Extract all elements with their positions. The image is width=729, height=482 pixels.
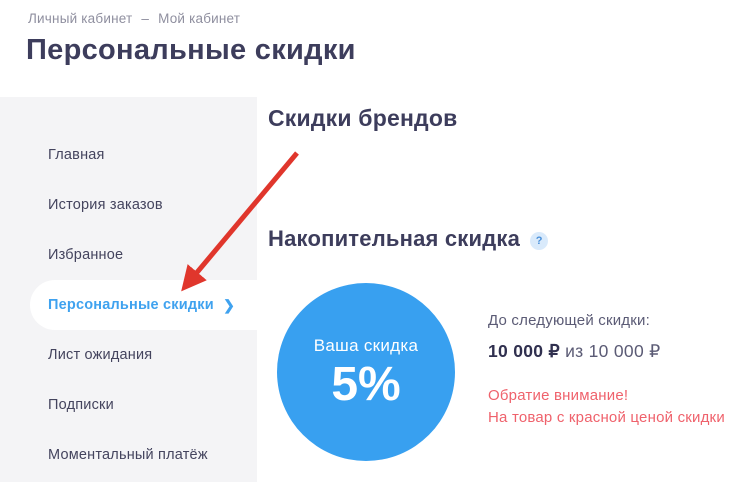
help-icon[interactable]: ? xyxy=(530,231,549,250)
sidebar-item-favorites[interactable]: Избранное xyxy=(0,230,257,280)
discount-badge: Ваша скидка 5% xyxy=(277,283,455,461)
sidebar-item-instant-payment[interactable]: Моментальный платёж xyxy=(0,430,257,480)
sidebar-item-label: Моментальный платёж xyxy=(48,447,208,463)
next-discount-block: До следующей скидки: 10 000 ₽ из 10 000 … xyxy=(488,312,661,362)
sidebar-item-label: Лист ожидания xyxy=(48,347,153,363)
discount-badge-label: Ваша скидка xyxy=(313,335,419,355)
sidebar-item-label: Главная xyxy=(48,147,105,163)
next-discount-amounts: 10 000 ₽ из 10 000 ₽ xyxy=(488,341,661,362)
sidebar: Главная История заказов Избранное Персон… xyxy=(0,97,257,482)
sidebar-item-order-history[interactable]: История заказов xyxy=(0,180,257,230)
sidebar-item-subscriptions[interactable]: Подписки xyxy=(0,380,257,430)
sidebar-item-label: История заказов xyxy=(48,197,163,213)
sidebar-item-personal-discounts[interactable]: Персональные скидки ❯ xyxy=(30,280,257,330)
sidebar-item-waiting-list[interactable]: Лист ожидания xyxy=(0,330,257,380)
sidebar-item-label: Подписки xyxy=(48,397,114,413)
cumulative-discount-heading-row: Накопительная скидка ? xyxy=(268,226,549,252)
next-discount-amount: 10 000 ₽ xyxy=(488,341,560,361)
breadcrumb-link-personal-cabinet[interactable]: Личный кабинет xyxy=(28,11,133,26)
notice-line-2: На товар с красной ценой скидки xyxy=(488,408,725,426)
cumulative-discount-heading: Накопительная скидка xyxy=(268,226,521,251)
next-discount-of-amount: из 10 000 ₽ xyxy=(559,341,661,361)
red-price-notice: Обратие внимание! На товар с красной цен… xyxy=(488,385,725,429)
breadcrumb-separator: – xyxy=(141,11,150,26)
next-discount-caption: До следующей скидки: xyxy=(488,312,650,329)
sidebar-item-label: Избранное xyxy=(48,247,124,263)
breadcrumb-link-my-cabinet[interactable]: Мой кабинет xyxy=(158,11,241,26)
sidebar-item-home[interactable]: Главная xyxy=(0,130,257,180)
notice-line-1: Обратие внимание! xyxy=(488,387,629,404)
breadcrumb: Личный кабинет – Мой кабинет xyxy=(28,11,240,26)
brands-discounts-heading: Скидки брендов xyxy=(268,105,458,131)
page-title: Персональные скидки xyxy=(26,34,356,66)
discount-badge-value: 5% xyxy=(331,357,401,411)
sidebar-item-label: Персональные скидки xyxy=(48,297,214,313)
chevron-right-icon: ❯ xyxy=(223,296,235,313)
